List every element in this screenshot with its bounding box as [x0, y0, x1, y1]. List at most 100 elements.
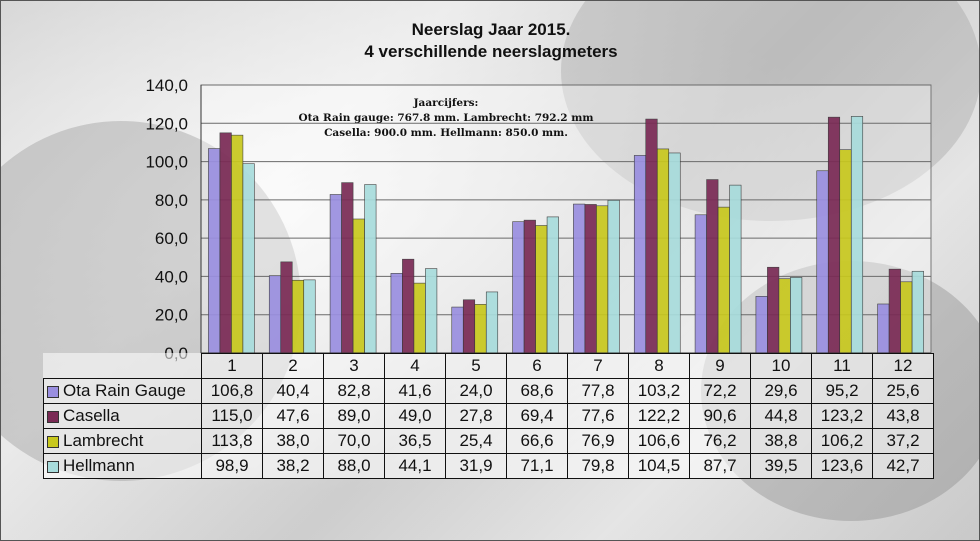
bar — [767, 266, 780, 354]
annotation-line-3: Casella: 900.0 mm. Hellmann: 850.0 mm. — [324, 127, 568, 139]
category-label: 7 — [567, 353, 629, 379]
data-label: 37,2 — [872, 428, 934, 454]
bar — [656, 148, 670, 354]
data-label: 27,8 — [445, 403, 507, 429]
data-label: 24,0 — [445, 378, 507, 404]
series-label: Casella — [43, 403, 202, 429]
category-label: 3 — [323, 353, 385, 379]
data-label: 106,6 — [628, 428, 690, 454]
data-label: 66,6 — [506, 428, 568, 454]
y-tick-label: 20,0 — [155, 306, 188, 325]
legend-swatch — [47, 385, 59, 398]
data-label: 122,2 — [628, 403, 690, 429]
series-name: Hellmann — [63, 456, 135, 475]
bar — [729, 184, 742, 354]
bar — [303, 279, 316, 354]
category-label: 11 — [811, 353, 873, 379]
bar — [208, 148, 221, 354]
data-label: 90,6 — [689, 403, 751, 429]
series-name: Casella — [63, 406, 120, 425]
bar — [512, 221, 525, 354]
data-label: 41,6 — [384, 378, 446, 404]
data-label: 43,8 — [872, 403, 934, 429]
data-label: 44,8 — [750, 403, 812, 429]
data-label: 77,8 — [567, 378, 629, 404]
series-label: Ota Rain Gauge — [43, 378, 202, 404]
bar — [877, 303, 890, 354]
bar — [755, 296, 768, 354]
bar — [827, 116, 841, 354]
bar — [645, 118, 658, 354]
y-tick-label: 100,0 — [145, 153, 188, 172]
bar — [474, 304, 487, 354]
category-label: 2 — [262, 353, 324, 379]
data-label: 76,2 — [689, 428, 751, 454]
bar — [535, 225, 548, 354]
y-tick-label: 140,0 — [145, 76, 188, 95]
data-label: 49,0 — [384, 403, 446, 429]
y-tick-label: 60,0 — [155, 229, 188, 248]
bar — [850, 116, 864, 354]
y-tick-label: 40,0 — [155, 267, 188, 286]
bar — [900, 281, 913, 354]
series-name: Lambrecht — [63, 431, 144, 450]
category-label: 6 — [506, 353, 568, 379]
data-label: 47,6 — [262, 403, 324, 429]
bar — [485, 291, 499, 354]
data-label: 29,6 — [750, 378, 812, 404]
data-label: 36,5 — [384, 428, 446, 454]
category-label: 10 — [750, 353, 812, 379]
legend-swatch — [47, 460, 59, 473]
series-row: Lambrecht 113,8 38,0 70,0 36,5 25,4 66,6 76,9 10… — [43, 428, 934, 454]
data-label: 89,0 — [323, 403, 385, 429]
bar — [573, 203, 586, 354]
bar — [268, 275, 282, 354]
data-label: 68,6 — [506, 378, 568, 404]
bar — [291, 279, 305, 354]
data-label: 44,1 — [384, 453, 446, 479]
bar — [329, 194, 342, 354]
bar — [219, 132, 232, 354]
data-label: 72,2 — [689, 378, 751, 404]
data-label: 123,2 — [811, 403, 873, 429]
category-label: 12 — [872, 353, 934, 379]
bar — [816, 170, 829, 354]
bar — [778, 278, 791, 354]
plot-background — [200, 84, 932, 354]
category-row: 1 2 3 4 5 6 7 8 9 10 11 12 — [44, 353, 934, 379]
category-label: 1 — [201, 353, 263, 379]
data-label: 88,0 — [323, 453, 385, 479]
bar — [242, 163, 255, 354]
annotation-box: Jaarcijfers: Ota Rain gauge: 767.8 mm. L… — [299, 97, 594, 139]
bar — [402, 258, 415, 354]
bar — [633, 155, 647, 354]
data-label: 113,8 — [201, 428, 263, 454]
bar — [231, 134, 244, 354]
data-label: 38,0 — [262, 428, 324, 454]
data-label: 39,5 — [750, 453, 812, 479]
bar — [451, 306, 464, 354]
series-row: Ota Rain Gauge 106,8 40,4 82,8 41,6 24,0 68,6 7… — [43, 378, 934, 404]
bar — [717, 206, 730, 354]
data-label: 82,8 — [323, 378, 385, 404]
series-row: Casella 115,0 47,6 89,0 49,0 27,8 69,4 77,6 122,… — [43, 403, 934, 429]
category-label: 9 — [689, 353, 751, 379]
title-line: Neerslag Jaar 2015. — [411, 20, 571, 39]
bar — [546, 216, 559, 354]
category-label: 8 — [628, 353, 690, 379]
data-label: 79,8 — [567, 453, 629, 479]
bar — [341, 182, 354, 354]
bar — [584, 204, 597, 354]
data-label: 76,9 — [567, 428, 629, 454]
data-label: 98,9 — [201, 453, 263, 479]
data-label: 38,8 — [750, 428, 812, 454]
data-label: 104,5 — [628, 453, 690, 479]
series-row: Hellmann 98,9 38,2 88,0 44,1 31,9 71,1 79,8 104,… — [43, 453, 934, 479]
annotation-line-1: Jaarcijfers: — [413, 97, 479, 109]
bar — [694, 214, 707, 354]
data-label: 77,6 — [567, 403, 629, 429]
data-label: 106,8 — [201, 378, 263, 404]
